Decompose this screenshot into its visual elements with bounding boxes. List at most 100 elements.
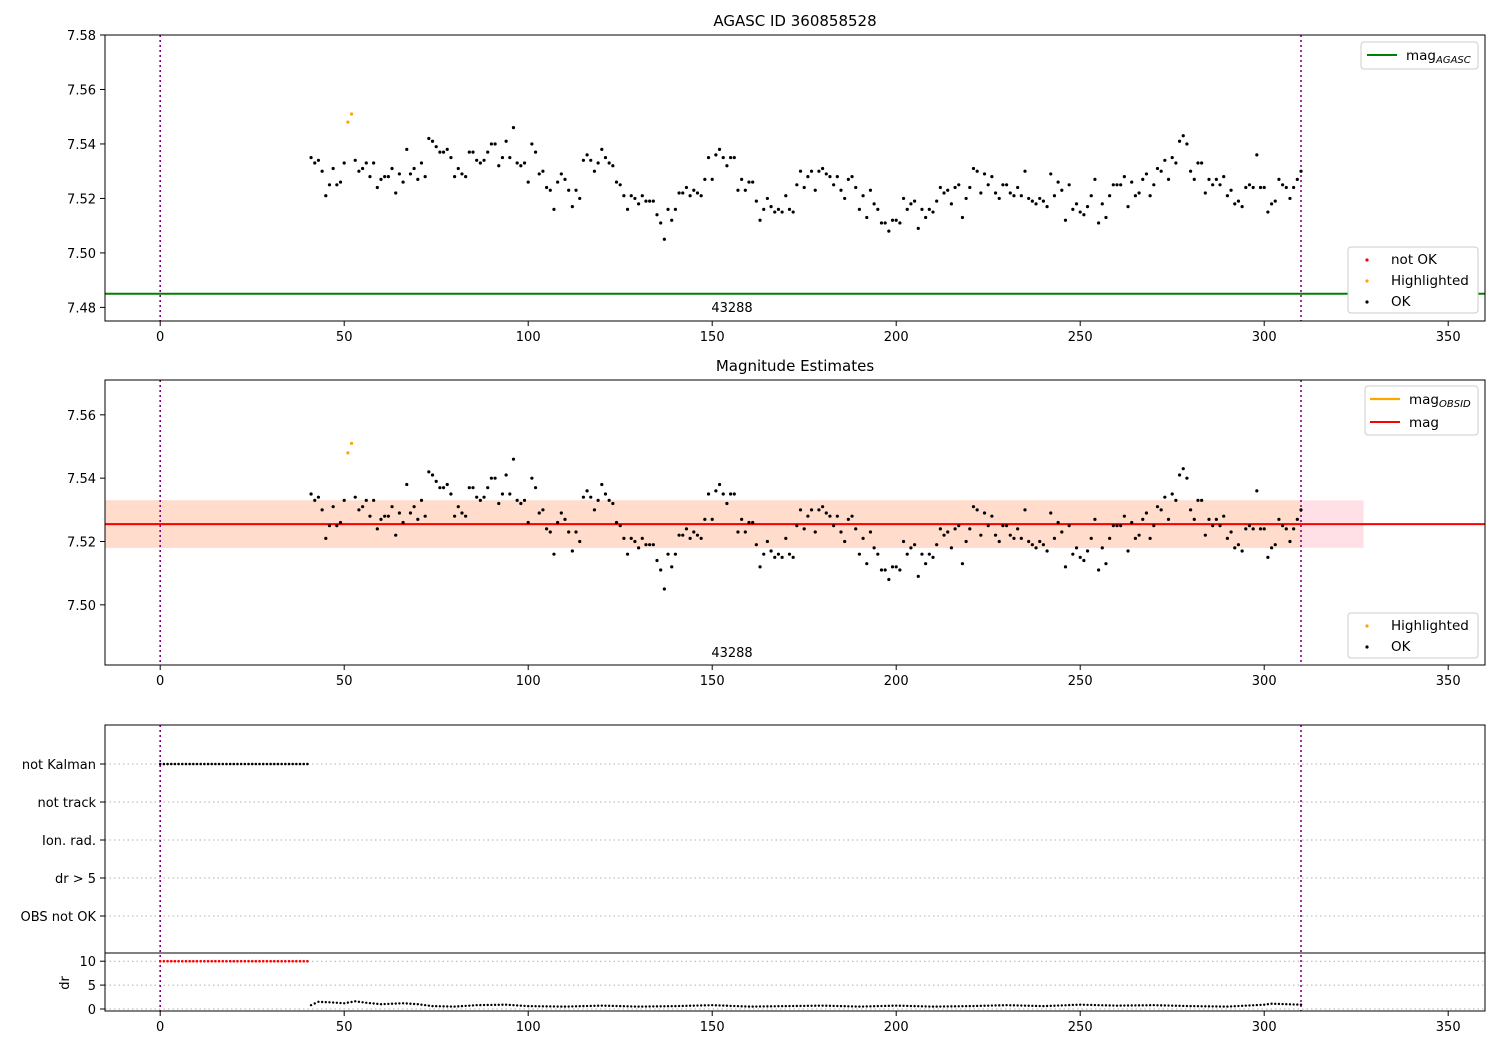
- ok-point: [1233, 546, 1237, 550]
- dr-ok-point: [714, 1004, 718, 1007]
- ok-point: [574, 188, 578, 192]
- ok-point: [802, 527, 806, 531]
- ok-point: [375, 185, 379, 190]
- dr-ok-point: [850, 1005, 854, 1008]
- ok-point: [729, 492, 733, 496]
- legend2-highlighted: Highlighted: [1391, 618, 1469, 634]
- dr-ok-point: [1115, 1004, 1119, 1007]
- ok-point: [740, 517, 744, 521]
- dr-ok-point: [1108, 1004, 1111, 1007]
- ok-point: [1122, 175, 1126, 179]
- ok-point: [1192, 517, 1196, 521]
- dr-ok-point: [939, 1005, 942, 1008]
- ok-point: [1001, 524, 1005, 528]
- not-kalman-point: [173, 762, 177, 766]
- ok-point: [898, 568, 902, 572]
- ok-point: [1144, 172, 1149, 176]
- ok-point: [1170, 492, 1174, 496]
- y-tick-label: 7.58: [67, 29, 96, 44]
- ok-point: [1108, 536, 1112, 540]
- not-kalman-point: [261, 762, 265, 766]
- not-kalman-point: [195, 762, 199, 766]
- ok-point: [1074, 546, 1079, 550]
- ok-point: [1008, 191, 1012, 195]
- dr-ok-point: [836, 1004, 839, 1008]
- ok-point: [320, 169, 324, 173]
- dr-not-ok-point: [247, 959, 250, 963]
- dr-tick-label: 5: [88, 979, 96, 994]
- ok-point: [1170, 155, 1174, 160]
- dr-ok-point: [420, 1003, 423, 1006]
- x-tick-label: 0: [156, 674, 164, 689]
- ok-point: [353, 158, 357, 162]
- ok-point: [798, 169, 803, 173]
- dr-not-ok-point: [265, 959, 269, 963]
- dr-not-ok-point: [206, 959, 210, 963]
- dr-ok-point: [964, 1004, 968, 1008]
- ok-point: [729, 155, 733, 160]
- not-kalman-point: [199, 762, 202, 766]
- dr-ok-point: [1042, 1004, 1045, 1008]
- dr-ok-point: [527, 1004, 530, 1008]
- svg-text:magAGASC: magAGASC: [1406, 48, 1471, 66]
- y-tick-label: 7.50: [67, 247, 96, 262]
- ok-point: [887, 229, 891, 233]
- dr-ok-point: [942, 1005, 946, 1008]
- ok-point: [710, 517, 714, 521]
- ok-point: [537, 511, 541, 515]
- ok-point: [703, 177, 707, 181]
- dr-ok-point: [644, 1005, 648, 1008]
- dr-ok-point: [346, 1001, 350, 1004]
- ok-point: [644, 543, 648, 547]
- panel1-obsid-label: 43288: [711, 301, 752, 316]
- dr-ok-point: [460, 1004, 464, 1008]
- dr-ok-point: [722, 1004, 725, 1007]
- dr-not-ok-point: [250, 959, 254, 963]
- ok-point: [1189, 508, 1193, 512]
- ok-point: [408, 511, 413, 515]
- dr-ok-point: [839, 1004, 843, 1008]
- ok-point: [979, 533, 983, 537]
- dr-not-ok-point: [221, 959, 225, 963]
- dr-ok-point: [1193, 1004, 1196, 1008]
- ok-point: [868, 530, 873, 534]
- dr-ok-point: [733, 1004, 736, 1008]
- ok-point: [865, 562, 869, 566]
- ok-point: [901, 196, 906, 201]
- ok-point: [316, 495, 321, 499]
- ok-point: [960, 562, 965, 566]
- dr-ok-point: [1277, 1002, 1281, 1006]
- dr-ok-point: [1237, 1004, 1240, 1008]
- dr-ok-point: [641, 1005, 644, 1008]
- ok-point: [1052, 536, 1057, 540]
- flag-row-label: not Kalman: [22, 758, 96, 773]
- not-kalman-point: [258, 762, 261, 766]
- dr-ok-point: [1244, 1004, 1248, 1007]
- dr-ok-point: [416, 1003, 419, 1006]
- ok-point: [563, 517, 567, 521]
- ok-point: [1119, 183, 1123, 187]
- ok-point: [1236, 199, 1241, 203]
- x-tick-label: 0: [156, 1020, 164, 1035]
- not-kalman-point: [254, 762, 258, 766]
- dr-not-ok-point: [158, 959, 162, 963]
- ok-point: [935, 543, 939, 547]
- ok-point: [607, 498, 611, 502]
- ok-point: [890, 218, 895, 222]
- dr-ok-point: [663, 1005, 666, 1008]
- ok-point: [883, 221, 887, 225]
- ok-point: [1030, 199, 1034, 203]
- ok-point: [1078, 210, 1082, 214]
- not-kalman-point: [210, 762, 214, 766]
- dr-ok-point: [512, 1003, 515, 1007]
- ok-point: [1218, 524, 1222, 528]
- ok-point: [890, 565, 895, 569]
- ok-point: [821, 166, 825, 171]
- ok-point: [419, 161, 424, 165]
- ok-point: [434, 145, 438, 149]
- ok-point: [1159, 508, 1163, 512]
- ok-point: [1155, 505, 1160, 509]
- dr-ok-point: [464, 1004, 467, 1008]
- dr-ok-point: [898, 1004, 902, 1007]
- ok-point: [1266, 210, 1270, 214]
